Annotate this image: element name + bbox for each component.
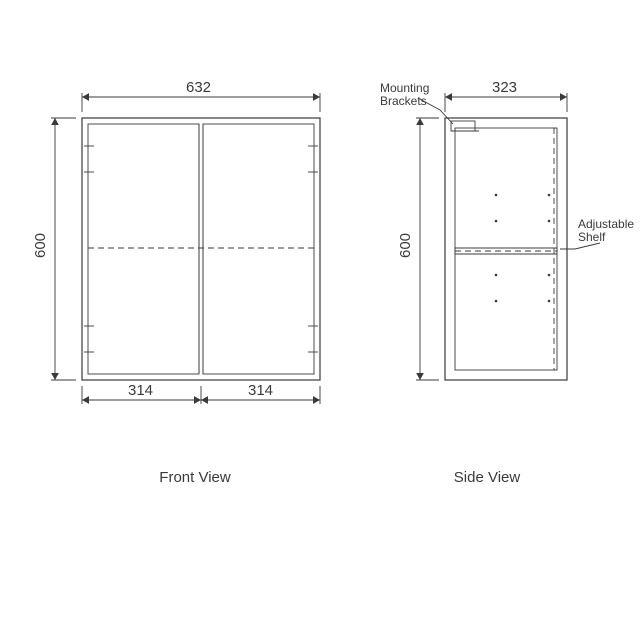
dim-front-door-right: 314: [248, 382, 273, 399]
peg-hole: [495, 300, 498, 303]
ann-mounting-1: Mounting: [380, 81, 429, 95]
ann-mounting-2: Brackets: [380, 94, 427, 108]
dim-front-width: 632: [186, 79, 211, 96]
front-outer: [82, 118, 320, 380]
peg-hole: [548, 220, 551, 223]
front-view-label: Front View: [159, 469, 231, 486]
ann-shelf-1: Adjustable: [578, 217, 634, 231]
side-view-label: Side View: [454, 469, 521, 486]
dim-side-depth: 323: [492, 79, 517, 96]
dim-front-height: 600: [32, 233, 49, 258]
peg-hole: [548, 194, 551, 197]
peg-hole: [548, 300, 551, 303]
dim-front-door-left: 314: [128, 382, 153, 399]
ann-shelf-2: Shelf: [578, 230, 606, 244]
peg-hole: [495, 194, 498, 197]
side-inner: [455, 128, 557, 370]
peg-hole: [495, 274, 498, 277]
side-outer: [445, 118, 567, 380]
dim-side-height: 600: [397, 233, 414, 258]
peg-hole: [548, 274, 551, 277]
peg-hole: [495, 220, 498, 223]
front-door-right: [203, 124, 314, 374]
front-door-left: [88, 124, 199, 374]
